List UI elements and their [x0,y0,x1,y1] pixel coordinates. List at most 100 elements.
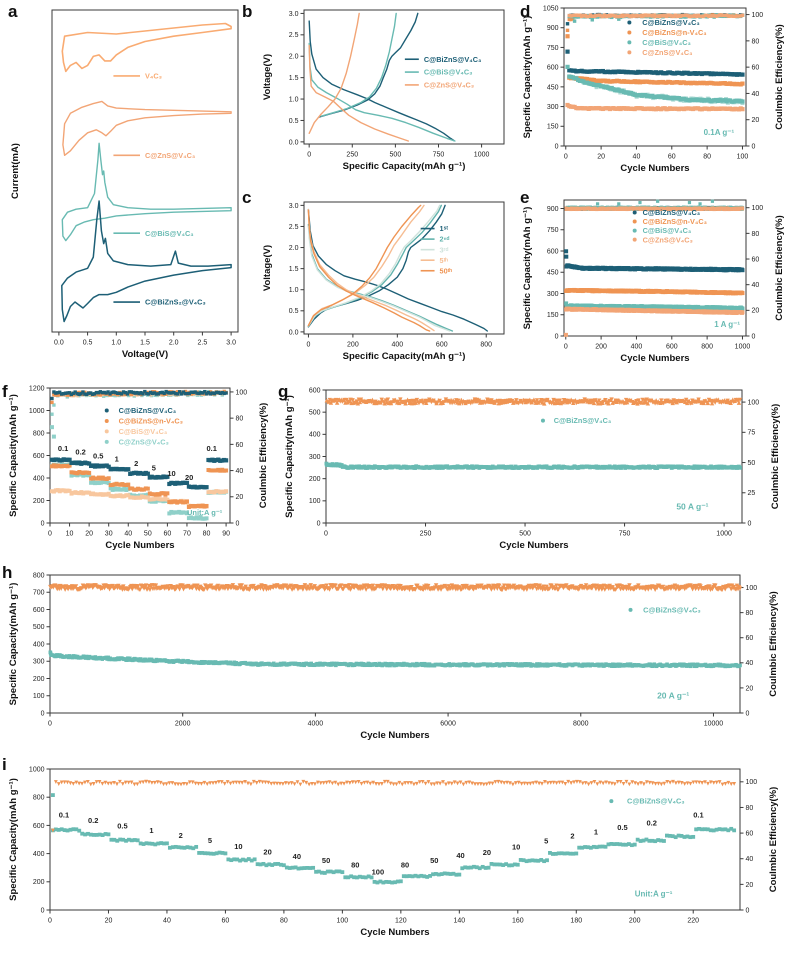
svg-text:C@BiZnS@V₄C₃: C@BiZnS@V₄C₃ [643,208,701,217]
svg-text:0: 0 [48,531,52,538]
svg-text:600: 600 [33,453,45,460]
svg-text:250: 250 [420,531,432,538]
svg-text:60: 60 [746,635,754,642]
svg-text:20: 20 [752,117,760,124]
svg-text:1000: 1000 [474,152,490,159]
svg-text:450: 450 [547,270,559,277]
panel-c-plot: 0 200 400 600 800 0.0 0.5 1.0 1.5 2.0 2.5 3.0 Specif… [262,201,505,362]
svg-text:Specific Capacity(mAh g⁻¹): Specific Capacity(mAh g⁻¹) [284,395,295,518]
svg-text:8000: 8000 [573,721,589,728]
svg-text:600: 600 [309,387,321,394]
svg-text:Cycle Numbers: Cycle Numbers [620,353,689,364]
panel-i-plot: 0 20 40 60 80 100 120 140 160 180 200 2200200400600… [8,766,779,938]
svg-text:C@BiS@V₄C₃: C@BiS@V₄C₃ [145,229,194,238]
svg-text:70: 70 [183,531,191,538]
svg-text:700: 700 [33,590,45,597]
svg-text:C@BiS@V₄C₃: C@BiS@V₄C₃ [642,38,691,47]
svg-text:60: 60 [752,256,760,263]
svg-text:0.1: 0.1 [207,444,217,453]
svg-text:500: 500 [519,531,531,538]
svg-text:C@BiZnS@V₄C₃: C@BiZnS@V₄C₃ [642,18,700,27]
svg-text:0: 0 [324,531,328,538]
svg-text:40: 40 [746,660,754,667]
svg-text:Specific Capacity(mAh g⁻¹): Specific Capacity(mAh g⁻¹) [343,161,466,172]
svg-text:300: 300 [547,104,559,111]
svg-text:2.0: 2.0 [169,340,179,347]
panel-i-rate-chart: i 0 20 40 60 80 100 120 140 160 180 200 220 0 200 400 6… [0,755,792,954]
svg-text:0.0: 0.0 [289,139,299,146]
svg-text:1000: 1000 [29,408,45,415]
svg-text:0: 0 [564,344,568,351]
svg-text:4000: 4000 [308,721,324,728]
svg-text:2.5: 2.5 [289,32,299,39]
svg-text:0: 0 [307,152,311,159]
svg-text:C@BiZnS@n-V₄C₃: C@BiZnS@n-V₄C₃ [119,417,183,426]
svg-text:C@ZnS@V₄C₃: C@ZnS@V₄C₃ [643,235,693,244]
svg-text:30: 30 [105,531,113,538]
svg-text:0: 0 [752,333,756,340]
svg-text:Coulmbic Efficiency(%): Coulmbic Efficiency(%) [768,591,779,697]
svg-text:20: 20 [85,531,93,538]
svg-text:Voltage(V): Voltage(V) [262,54,273,100]
svg-text:800: 800 [33,572,45,579]
svg-text:3.0: 3.0 [289,11,299,18]
svg-text:100: 100 [737,154,749,161]
svg-text:60: 60 [163,531,171,538]
svg-text:Voltage(V): Voltage(V) [262,245,273,291]
svg-text:400: 400 [631,344,643,351]
svg-text:Current(mA): Current(mA) [10,143,21,199]
svg-text:C@BiZnS@n-V₄C₃: C@BiZnS@n-V₄C₃ [643,217,707,226]
svg-text:Specific Capacity(mAh g⁻¹): Specific Capacity(mAh g⁻¹) [522,16,533,139]
svg-text:40: 40 [752,282,760,289]
svg-text:0: 0 [564,154,568,161]
panel-f-rate-chart: f 0 10 20 30 40 50 60 70 80 90 0 200 400 600 800 1000 12… [0,382,278,565]
panel-h-longcycle-chart: h 0 2000 4000 6000 8000 10000 0 100 200 300 400 500… [0,563,792,753]
panel-c-voltage-capacity-chart: c 0 200 400 600 800 0.0 0.5 1.0 1.5 2.0 2.5 3.0 Spec… [240,188,516,380]
svg-text:50 A g⁻¹: 50 A g⁻¹ [676,501,708,511]
svg-text:750: 750 [547,227,559,234]
svg-text:0.5: 0.5 [93,451,103,460]
svg-text:Coulmbic Efficiency(%): Coulmbic Efficiency(%) [774,215,785,321]
panel-f-label: f [2,382,8,401]
svg-text:80: 80 [236,416,244,423]
svg-text:Specific Capacity(mAh g⁻¹): Specific Capacity(mAh g⁻¹) [343,351,466,362]
svg-text:C@BiZnS@V₄C₃: C@BiZnS@V₄C₃ [424,55,482,64]
svg-text:Cycle Numbers: Cycle Numbers [499,540,568,551]
svg-text:20: 20 [746,685,754,692]
svg-text:2.5: 2.5 [289,224,299,231]
svg-text:0: 0 [746,710,750,717]
svg-text:C@BiZnS@n-V₄C₃: C@BiZnS@n-V₄C₃ [642,28,706,37]
svg-text:80: 80 [703,154,711,161]
svg-text:500: 500 [33,624,45,631]
svg-text:Cycle Numbers: Cycle Numbers [620,163,689,174]
svg-text:C@BiZnS@V₄C₃: C@BiZnS@V₄C₃ [119,406,177,415]
svg-text:200: 200 [347,342,359,349]
panel-h-label: h [2,563,13,582]
svg-text:600: 600 [436,342,448,349]
svg-text:5: 5 [152,463,156,472]
svg-text:40: 40 [124,531,132,538]
svg-text:20: 20 [597,154,605,161]
svg-text:0.5: 0.5 [83,340,93,347]
svg-text:Cycle Numbers: Cycle Numbers [105,540,174,551]
svg-text:0.0: 0.0 [54,340,64,347]
svg-text:100: 100 [746,585,758,592]
svg-text:1.0: 1.0 [289,96,299,103]
svg-text:1000: 1000 [735,344,751,351]
svg-text:V₄C₃: V₄C₃ [145,71,162,80]
svg-text:400: 400 [391,342,403,349]
svg-text:3.0: 3.0 [289,203,299,210]
svg-text:500: 500 [309,410,321,417]
svg-text:150: 150 [547,312,559,319]
svg-text:C@ZnS@V₄C₃: C@ZnS@V₄C₃ [145,151,195,160]
svg-text:0.1A g⁻¹: 0.1A g⁻¹ [704,128,735,137]
svg-text:0.1: 0.1 [58,444,68,453]
svg-text:90: 90 [222,531,230,538]
svg-text:Specific Capacity(mAh g⁻¹): Specific Capacity(mAh g⁻¹) [522,207,533,330]
panel-e-plot: 0 200 400 600 800 100001503004506007509000204… [522,199,785,364]
svg-text:60: 60 [752,65,760,72]
svg-text:0: 0 [306,342,310,349]
svg-text:0: 0 [236,520,240,527]
svg-text:1.5: 1.5 [289,266,299,273]
svg-text:300: 300 [33,659,45,666]
